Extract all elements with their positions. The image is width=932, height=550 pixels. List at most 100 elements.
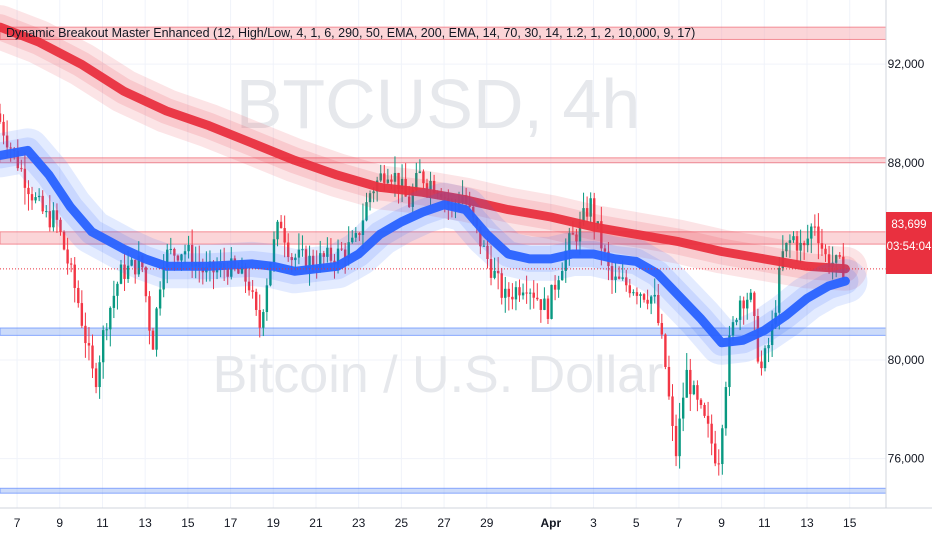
candle-down xyxy=(148,296,151,331)
candle-down xyxy=(20,168,23,170)
candle-up xyxy=(319,253,322,268)
time-tick-label: 3 xyxy=(590,516,597,530)
candle-down xyxy=(593,198,596,224)
candle-down xyxy=(838,255,841,257)
candle-down xyxy=(258,309,261,328)
candle-down xyxy=(173,248,176,256)
candle-down xyxy=(699,399,703,405)
candle-up xyxy=(639,294,642,296)
price-tick-label: 88,000 xyxy=(888,156,925,170)
candle-down xyxy=(0,113,2,122)
candle-down xyxy=(496,270,500,274)
candle-up xyxy=(272,239,276,263)
candle-up xyxy=(45,211,48,213)
bar-countdown: 03:54:04 xyxy=(886,241,932,253)
candle-down xyxy=(30,194,34,201)
candle-down xyxy=(23,168,27,188)
candle-down xyxy=(151,330,155,350)
resistance-zone xyxy=(0,157,887,164)
candle-down xyxy=(190,244,194,267)
candle-down xyxy=(539,299,543,310)
candle-down xyxy=(55,210,59,220)
candle-down xyxy=(585,208,589,217)
candle-down xyxy=(237,267,240,274)
time-tick-label: 11 xyxy=(758,516,771,530)
candle-down xyxy=(571,233,575,235)
candle-down xyxy=(671,396,674,426)
candle-down xyxy=(489,258,493,278)
candle-up xyxy=(276,221,279,240)
candle-up xyxy=(632,292,635,294)
candle-up xyxy=(578,221,582,242)
candle-down xyxy=(753,292,756,317)
last-price-value: 83,699 xyxy=(891,219,927,231)
candle-down xyxy=(646,299,649,304)
candle-up xyxy=(653,294,656,297)
time-axis-background xyxy=(0,508,932,550)
time-axis[interactable]: 7 9 11 13 15 17 19 21 23 25 27 29 Apr 3 5 7 9 11 13 15 xyxy=(0,507,932,550)
candle-down xyxy=(48,211,52,228)
candle-down xyxy=(625,277,628,286)
indicator-bands xyxy=(0,5,868,365)
candle-down xyxy=(397,172,400,190)
candle-up xyxy=(678,418,681,457)
candle-up xyxy=(105,329,108,331)
candle-down xyxy=(254,291,258,310)
candle-up xyxy=(778,267,781,313)
candle-down xyxy=(123,264,126,279)
candle-down xyxy=(824,248,827,255)
candle-up xyxy=(649,296,653,304)
candle-down xyxy=(425,183,429,190)
candle-up xyxy=(482,245,486,247)
candle-up xyxy=(738,300,742,320)
candle-up xyxy=(130,259,133,266)
candle-up xyxy=(162,267,165,290)
candle-up xyxy=(582,208,585,222)
candle-down xyxy=(322,253,325,257)
candle-up xyxy=(215,268,219,273)
candle-up xyxy=(799,242,802,251)
candle-up xyxy=(180,254,183,261)
candle-down xyxy=(304,249,308,270)
candle-down xyxy=(817,226,820,244)
candle-down xyxy=(340,248,343,250)
watermark-symbol: BTCUSD, 4h xyxy=(236,65,641,143)
candle-down xyxy=(287,242,290,258)
candle-up xyxy=(568,233,571,251)
candle-up xyxy=(429,180,432,190)
watermark-description: Bitcoin / U.S. Dollar xyxy=(213,346,664,404)
candle-down xyxy=(703,404,706,416)
candle-up xyxy=(52,210,55,228)
candle-down xyxy=(283,228,286,243)
blue-band-line xyxy=(0,145,850,348)
candle-down xyxy=(696,385,699,400)
candle-down xyxy=(226,268,229,277)
candle-down xyxy=(714,443,717,464)
candle-down xyxy=(62,231,66,250)
candle-up xyxy=(411,189,414,207)
candle-down xyxy=(610,266,614,280)
candle-up xyxy=(721,428,724,465)
candle-down xyxy=(802,242,806,246)
candle-up xyxy=(269,262,272,286)
candle-down xyxy=(247,281,251,291)
candle-up xyxy=(361,220,365,236)
candle-down xyxy=(329,247,333,261)
price-tick-label: 76,000 xyxy=(888,452,925,466)
candle-down xyxy=(575,234,578,242)
candle-up xyxy=(521,292,525,296)
time-tick-label: 13 xyxy=(138,516,152,530)
time-tick-label: 11 xyxy=(96,516,109,530)
candle-down xyxy=(80,303,84,326)
indicator-legend[interactable]: Dynamic Breakout Master Enhanced (12, Hi… xyxy=(6,26,696,40)
candle-up xyxy=(34,197,37,201)
time-tick-label: 5 xyxy=(633,516,640,530)
candle-down xyxy=(500,273,503,298)
candle-down xyxy=(667,366,671,397)
price-axis[interactable]: 76,000 80,000 88,000 92,000 xyxy=(885,0,932,550)
candle-up xyxy=(788,240,792,243)
candle-up xyxy=(368,193,372,203)
candle-up xyxy=(746,299,749,309)
candle-up xyxy=(692,385,696,395)
